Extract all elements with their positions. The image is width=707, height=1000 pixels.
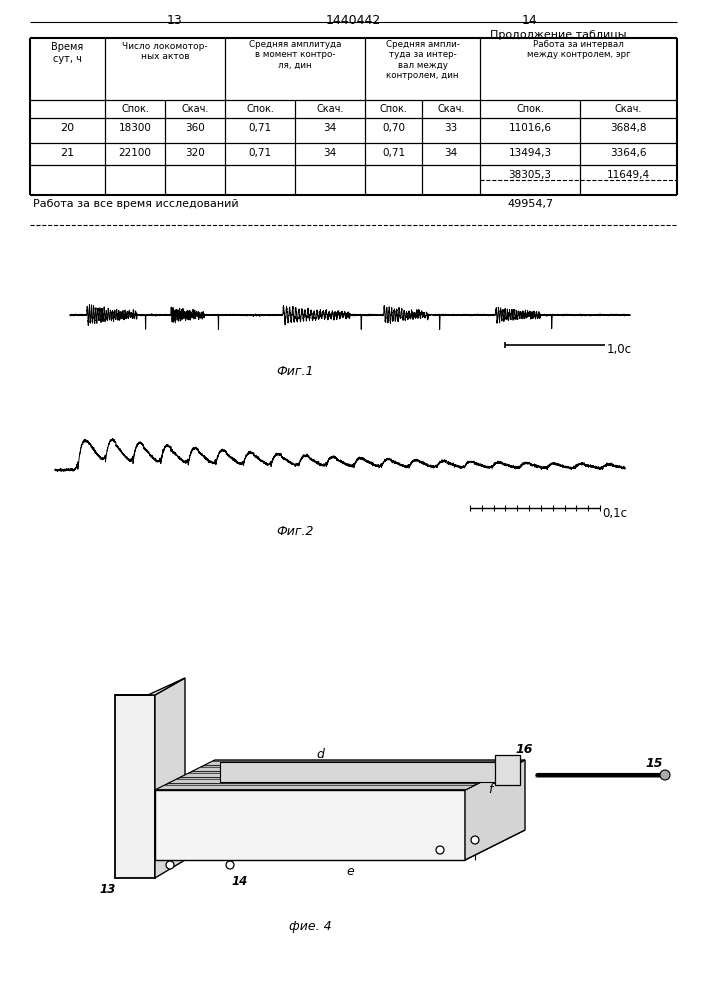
Polygon shape	[155, 760, 525, 790]
Text: 3364,6: 3364,6	[610, 148, 647, 158]
Text: 0,71: 0,71	[248, 123, 271, 133]
Text: Работа за интервал
между контролем, эрг: Работа за интервал между контролем, эрг	[527, 40, 631, 59]
Text: Фиг.1: Фиг.1	[276, 365, 314, 378]
Text: Спок.: Спок.	[121, 104, 149, 114]
Text: 13494,3: 13494,3	[508, 148, 551, 158]
Text: 320: 320	[185, 148, 205, 158]
Circle shape	[471, 836, 479, 844]
Text: 1440442: 1440442	[325, 14, 380, 27]
Text: 22100: 22100	[119, 148, 151, 158]
Text: Продолжение таблицы: Продолжение таблицы	[490, 30, 626, 40]
Text: 49954,7: 49954,7	[507, 199, 553, 209]
Text: 18300: 18300	[119, 123, 151, 133]
Text: Число локомотор-
ных актов: Число локомотор- ных актов	[122, 42, 208, 61]
Text: 38305,3: 38305,3	[508, 170, 551, 180]
Text: Фиг.2: Фиг.2	[276, 525, 314, 538]
Polygon shape	[192, 767, 510, 771]
Text: 13: 13	[100, 883, 116, 896]
Text: 0,71: 0,71	[382, 148, 405, 158]
Polygon shape	[115, 678, 185, 695]
Polygon shape	[204, 761, 522, 765]
Text: f: f	[488, 783, 492, 796]
Text: d: d	[316, 748, 324, 761]
Text: 20: 20	[60, 123, 74, 133]
Text: Средняя амплитуда
в момент контро-
ля, дин: Средняя амплитуда в момент контро- ля, д…	[249, 40, 341, 70]
Text: Время
сут, ч: Время сут, ч	[52, 42, 83, 64]
Text: Спок.: Спок.	[380, 104, 407, 114]
Text: Скач.: Скач.	[615, 104, 642, 114]
Text: 0,1с: 0,1с	[602, 506, 627, 520]
Text: Скач.: Скач.	[181, 104, 209, 114]
Polygon shape	[155, 678, 185, 878]
Text: 0,71: 0,71	[248, 148, 271, 158]
Text: 16: 16	[515, 743, 532, 756]
Text: 14: 14	[522, 14, 538, 27]
Text: Скач.: Скач.	[316, 104, 344, 114]
Text: 13: 13	[167, 14, 183, 27]
Circle shape	[436, 846, 444, 854]
Text: 11649,4: 11649,4	[607, 170, 650, 180]
Text: 34: 34	[323, 148, 337, 158]
Circle shape	[166, 861, 174, 869]
Text: 34: 34	[445, 148, 457, 158]
Text: Средняя ампли-
туда за интер-
вал между
контролем, дин: Средняя ампли- туда за интер- вал между …	[385, 40, 460, 80]
Polygon shape	[495, 755, 520, 785]
Text: 15: 15	[645, 757, 662, 770]
Text: 11016,6: 11016,6	[508, 123, 551, 133]
Text: 0,70: 0,70	[382, 123, 405, 133]
Text: 360: 360	[185, 123, 205, 133]
Text: 33: 33	[445, 123, 457, 133]
Text: 34: 34	[323, 123, 337, 133]
Polygon shape	[115, 695, 155, 878]
Polygon shape	[155, 830, 525, 860]
Text: 21: 21	[60, 148, 74, 158]
Polygon shape	[168, 779, 486, 783]
Text: e: e	[346, 865, 354, 878]
Circle shape	[226, 861, 234, 869]
Text: Работа за все время исследований: Работа за все время исследований	[33, 199, 239, 209]
Text: фие. 4: фие. 4	[288, 920, 332, 933]
Text: Скач.: Скач.	[438, 104, 464, 114]
Circle shape	[660, 770, 670, 780]
Polygon shape	[155, 790, 465, 860]
Polygon shape	[220, 762, 515, 782]
Text: Спок.: Спок.	[246, 104, 274, 114]
Text: Спок.: Спок.	[516, 104, 544, 114]
Text: 3684,8: 3684,8	[610, 123, 647, 133]
Text: 14: 14	[232, 875, 248, 888]
Polygon shape	[180, 773, 498, 777]
Polygon shape	[465, 760, 525, 860]
Text: 1,0с: 1,0с	[607, 344, 632, 357]
Polygon shape	[156, 785, 474, 789]
